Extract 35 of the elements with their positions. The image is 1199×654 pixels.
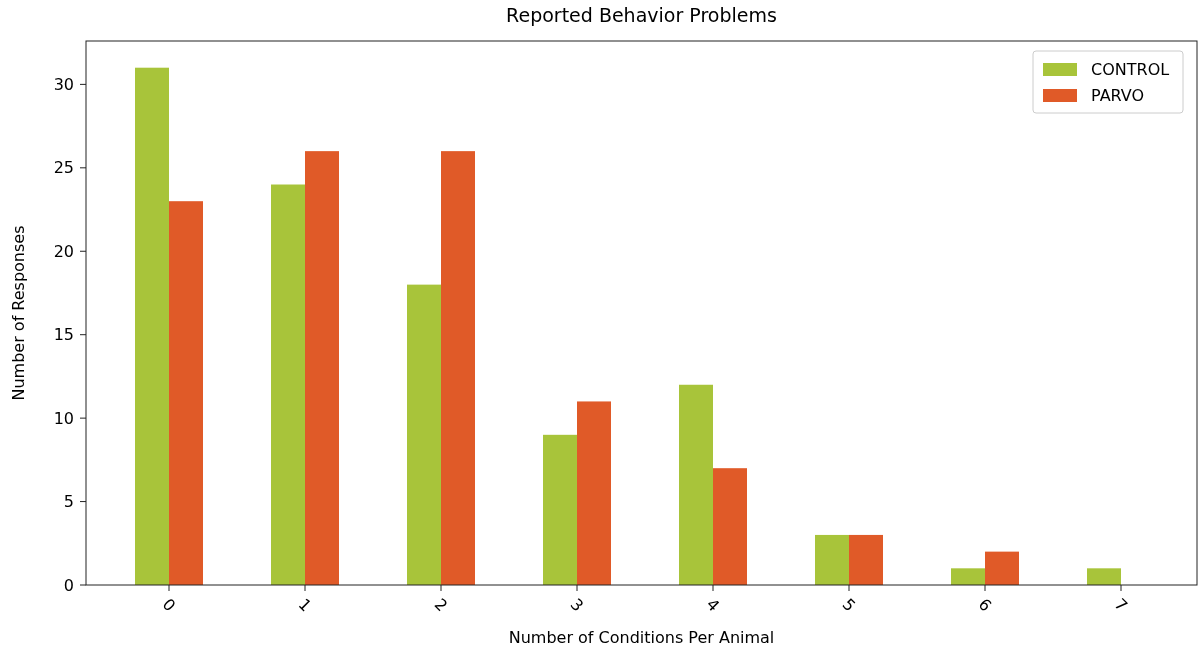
bar xyxy=(713,468,747,585)
bar xyxy=(951,568,985,585)
bar xyxy=(169,201,203,585)
y-tick-label: 30 xyxy=(53,74,74,94)
y-tick-label: 10 xyxy=(53,408,74,428)
x-tick-label: 5 xyxy=(838,594,860,616)
y-tick-label: 20 xyxy=(53,241,74,261)
bar xyxy=(543,434,577,585)
bar xyxy=(407,284,441,585)
y-axis-title: Number of Responses xyxy=(9,225,28,401)
y-tick-label: 5 xyxy=(63,492,74,512)
bar xyxy=(271,184,305,585)
bar xyxy=(849,534,883,585)
bar xyxy=(441,151,475,585)
bar xyxy=(577,401,611,585)
bar xyxy=(679,384,713,585)
bar xyxy=(305,151,339,585)
x-tick-label: 1 xyxy=(294,594,316,616)
x-tick-label: 7 xyxy=(1110,594,1132,616)
y-tick-label: 25 xyxy=(53,158,74,178)
x-tick-label: 0 xyxy=(158,594,180,616)
chart-title: Reported Behavior Problems xyxy=(506,4,777,26)
bar xyxy=(1087,568,1121,585)
x-tick-label: 6 xyxy=(974,594,996,616)
x-tick-label: 3 xyxy=(566,594,588,616)
y-tick-label: 0 xyxy=(63,575,74,595)
x-tick-label: 2 xyxy=(430,594,452,616)
bar xyxy=(135,67,169,585)
x-tick-label: 4 xyxy=(702,594,724,616)
bar xyxy=(815,534,849,585)
bar xyxy=(985,551,1019,585)
legend-label: CONTROL xyxy=(1091,60,1170,79)
y-tick-label: 15 xyxy=(53,325,74,345)
legend-label: PARVO xyxy=(1091,86,1145,105)
x-axis-title: Number of Conditions Per Animal xyxy=(508,628,775,647)
